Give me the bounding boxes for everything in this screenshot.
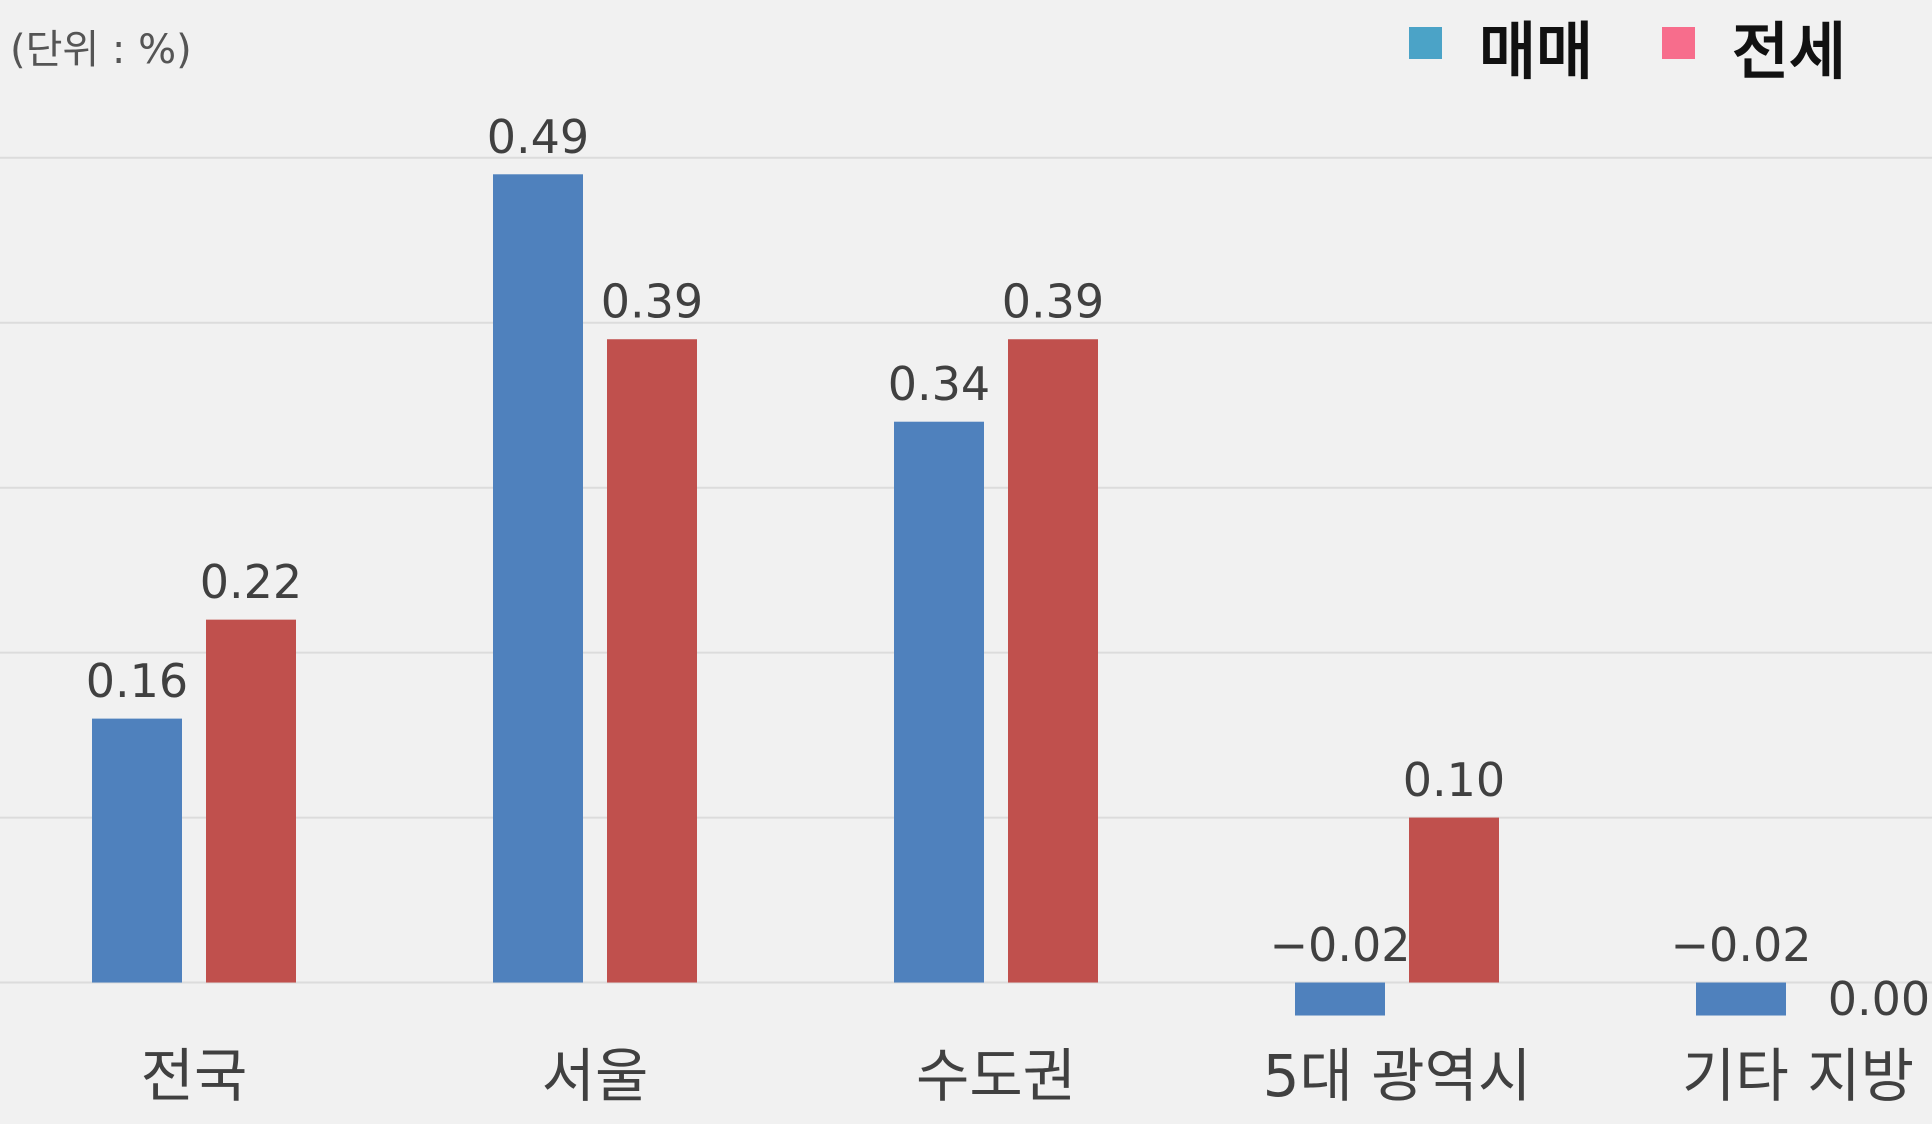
value-label: 0.22 (200, 555, 302, 609)
value-label: −0.02 (1671, 918, 1812, 972)
x-tick-label: 수도권 (916, 1042, 1076, 1110)
value-label: 0.39 (1002, 275, 1104, 329)
x-tick-label: 5대 광역시 (1263, 1042, 1532, 1110)
legend-swatch (1662, 27, 1695, 59)
bar (1008, 339, 1098, 983)
value-label: 0.00 (1828, 972, 1930, 1026)
x-tick-label: 전국 (141, 1042, 248, 1110)
bar (1696, 982, 1786, 1016)
bar (607, 339, 697, 983)
value-label: 0.49 (487, 110, 589, 164)
bar (1295, 982, 1385, 1016)
legend-label: 전세 (1732, 15, 1846, 88)
bar (1409, 817, 1499, 983)
bar (206, 619, 296, 983)
value-label: −0.02 (1270, 918, 1411, 972)
value-label: 0.39 (601, 275, 703, 329)
value-label: 0.10 (1403, 753, 1505, 807)
unit-label: (단위 : %) (10, 27, 192, 73)
bar (92, 718, 182, 983)
x-tick-label: 서울 (542, 1042, 649, 1110)
value-label: 0.16 (86, 654, 188, 708)
value-label: 0.34 (888, 357, 990, 411)
legend-label: 매매 (1479, 15, 1593, 88)
x-tick-label: 기타 지방 (1682, 1042, 1914, 1110)
bar (493, 174, 583, 983)
bar (894, 421, 984, 983)
legend-swatch (1409, 27, 1442, 59)
